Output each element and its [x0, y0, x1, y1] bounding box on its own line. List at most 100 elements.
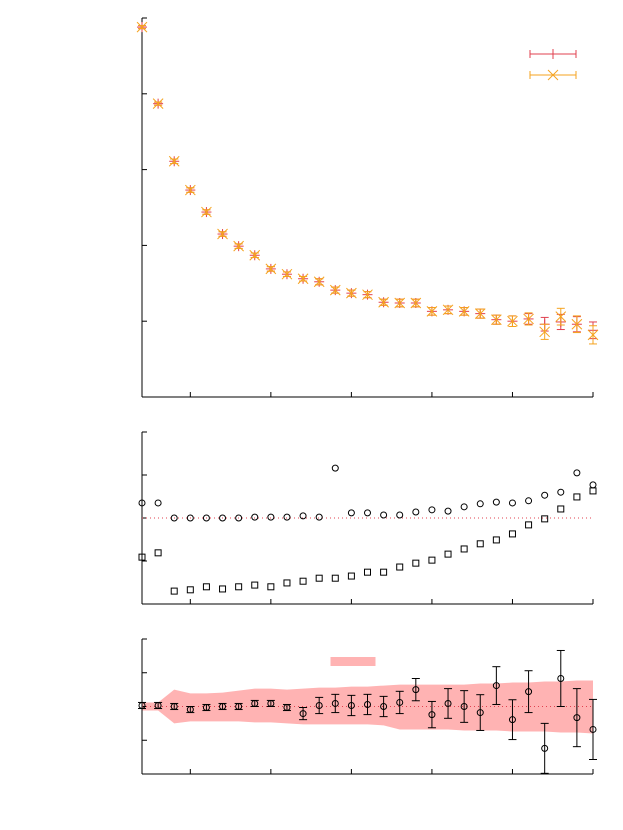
legend-sample: [529, 49, 577, 59]
marker-circle: [219, 703, 227, 710]
data-point: [492, 666, 501, 705]
marker-circle: [347, 701, 355, 709]
data-point: [426, 305, 438, 317]
marker-circle: [557, 488, 565, 496]
data-point: [460, 690, 469, 723]
data-point: [235, 514, 243, 522]
data-point: [282, 703, 291, 712]
data-point: [251, 581, 259, 589]
marker-square: [444, 550, 452, 558]
data-point: [154, 499, 162, 507]
marker-square: [251, 581, 259, 589]
marker-circle: [412, 686, 420, 694]
marker-circle: [476, 709, 484, 717]
panel: [136, 17, 599, 398]
marker-circle: [380, 703, 388, 710]
marker-square: [476, 540, 484, 548]
marker-circle: [508, 499, 516, 507]
data-point: [442, 304, 454, 316]
data-point: [281, 268, 293, 280]
data-point: [218, 702, 227, 711]
marker-circle: [573, 469, 581, 477]
data-point: [557, 488, 565, 496]
marker-circle: [267, 699, 275, 707]
data-point: [266, 699, 275, 707]
marker-circle: [396, 698, 404, 706]
marker-d2: [201, 206, 212, 218]
data-point: [202, 583, 210, 591]
marker-circle: [444, 507, 452, 515]
marker-d2: [281, 268, 293, 280]
marker-circle: [299, 512, 307, 520]
marker-circle: [460, 703, 468, 710]
data-point: [571, 315, 583, 334]
marker-circle: [557, 674, 565, 682]
data-point: [346, 287, 357, 299]
data-point: [589, 487, 597, 495]
marker-circle: [541, 744, 549, 752]
marker-circle: [589, 481, 597, 489]
data-point: [234, 702, 243, 711]
data-point: [508, 499, 516, 507]
data-point: [460, 503, 468, 511]
marker-d2: [571, 318, 583, 330]
marker-circle: [460, 503, 468, 511]
data-point: [138, 553, 146, 561]
marker-square: [380, 568, 388, 576]
marker-square: [267, 583, 275, 591]
data-point: [170, 587, 178, 595]
marker-square: [573, 493, 581, 501]
data-point: [427, 700, 436, 729]
data-point: [364, 509, 371, 517]
marker-d2: [442, 304, 454, 316]
marker-d2: [491, 314, 502, 326]
marker-circle: [267, 513, 275, 521]
data-point: [428, 506, 436, 514]
marker-d2: [378, 296, 389, 308]
data-point: [396, 563, 404, 571]
marker-square: [235, 583, 243, 591]
marker-circle: [508, 716, 516, 724]
marker-d2: [329, 284, 341, 296]
data-point: [299, 577, 307, 585]
data-point: [168, 155, 180, 167]
marker-d2: [136, 21, 148, 33]
marker-circle: [347, 509, 355, 517]
marker-d2: [507, 315, 518, 327]
data-point: [460, 545, 468, 553]
marker-circle: [202, 704, 210, 712]
data-point: [267, 583, 275, 591]
marker-square: [364, 568, 371, 576]
data-point: [249, 249, 261, 261]
marker-circle: [186, 514, 194, 522]
data-point: [363, 693, 372, 716]
data-point: [250, 699, 259, 707]
data-point: [362, 289, 373, 301]
data-point: [524, 670, 533, 714]
data-point: [444, 688, 453, 719]
data-point: [508, 699, 517, 741]
data-point: [458, 305, 470, 317]
marker-square: [219, 585, 227, 593]
marker-square: [170, 587, 178, 595]
data-point: [186, 514, 194, 522]
data-point: [539, 323, 551, 340]
marker-d2: [265, 263, 277, 275]
data-point: [152, 98, 164, 110]
data-point: [315, 696, 324, 715]
data-point: [476, 500, 484, 508]
data-point: [297, 273, 309, 285]
data-point: [186, 586, 194, 594]
data-point: [331, 693, 340, 714]
marker-d2: [426, 305, 438, 317]
data-point: [491, 314, 502, 326]
marker-d2: [346, 287, 357, 299]
data-point: [380, 511, 388, 519]
marker-square: [492, 536, 500, 544]
data-point: [154, 549, 162, 557]
marker-circle: [541, 491, 549, 499]
data-point: [492, 536, 500, 544]
data-point: [154, 701, 163, 710]
marker-circle: [283, 704, 291, 712]
